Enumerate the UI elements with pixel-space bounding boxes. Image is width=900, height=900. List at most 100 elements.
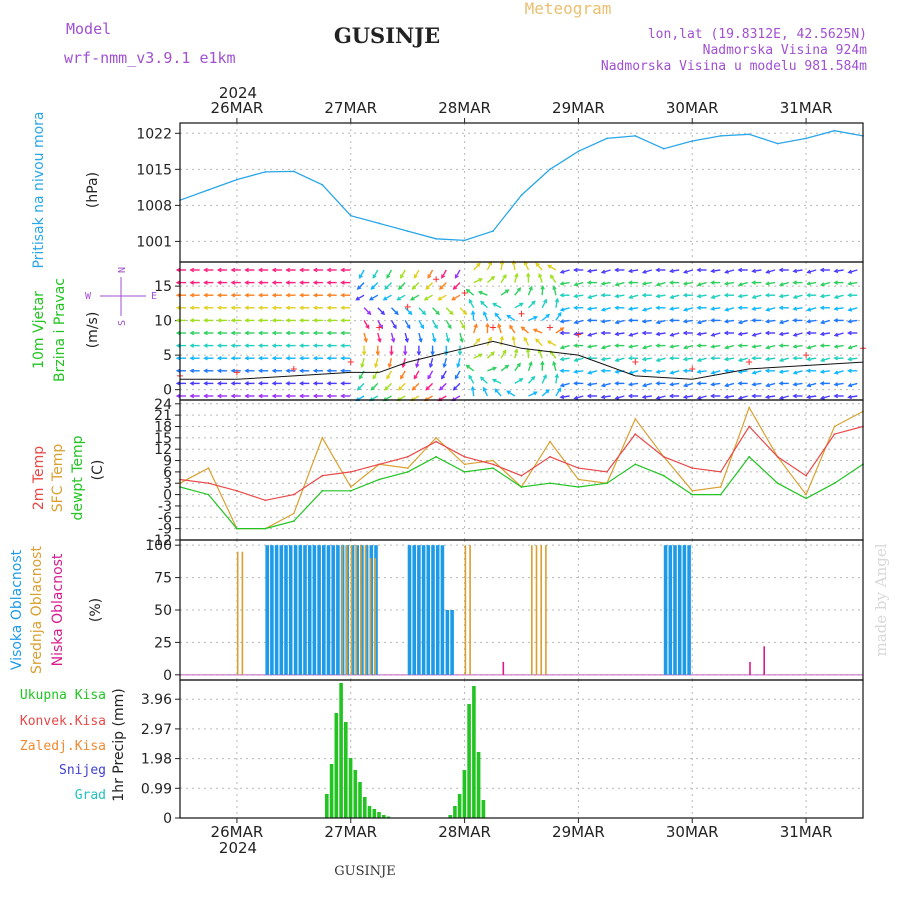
wind-arrow (431, 332, 436, 342)
wind-arrow-head (641, 307, 647, 312)
wind-arrow-head (833, 382, 839, 387)
y-tick-label: 15 (154, 279, 172, 295)
temp-2m-line-point (378, 463, 381, 466)
pressure-line-point (321, 183, 324, 186)
temp-2m-line-point (606, 471, 608, 473)
wind-arrow-head (710, 306, 715, 311)
temp-2m-line-point (549, 455, 551, 458)
y-tick-label: -12 (149, 533, 172, 549)
wind-arrow-head (737, 381, 743, 386)
wind-arrow (555, 298, 559, 308)
wind-arrow (766, 319, 776, 323)
wind-arrow-head (655, 331, 661, 337)
plot-layer: 1001100810151022051015-12-9-6-3036912151… (136, 99, 866, 841)
wind-arrow (697, 370, 707, 373)
temp-2m-line-point (349, 471, 352, 473)
wind-arrow-head (559, 330, 564, 336)
wind-arrow-head (410, 296, 415, 301)
wind-arrow-head (468, 374, 473, 380)
wind-arrow-head (361, 351, 367, 356)
wind-arrow-head (792, 382, 798, 387)
wind-arrow (431, 320, 438, 329)
y-tick-label: 9 (163, 454, 172, 470)
wind-arrow (738, 319, 748, 324)
wind-arrow (656, 319, 666, 324)
wind-arrow (807, 269, 817, 274)
wind-arrow (656, 357, 666, 362)
wind-arrow (793, 294, 803, 299)
wind-arrow-head (847, 269, 853, 274)
wind-arrow-head (669, 294, 675, 299)
wind-arrow (398, 282, 406, 290)
cloud-high-label: Visoka Oblacnost (9, 549, 25, 670)
wind-arrow (779, 332, 789, 335)
wind-arrow-head (737, 357, 743, 362)
wind-arrow-head (189, 343, 195, 348)
precip-bar (348, 758, 353, 818)
wind-arrow (541, 374, 547, 384)
wind-arrow-head (587, 370, 592, 375)
wind-gust-marker (575, 331, 582, 338)
wind-arrow-head (537, 348, 542, 354)
wind-arrow (821, 395, 831, 400)
wind-arrow-head (559, 394, 565, 400)
precip-bar (372, 809, 377, 818)
wind-gust-marker (233, 369, 240, 376)
temp-2m-line-point (634, 433, 637, 435)
wind-arrow-head (724, 382, 729, 388)
precip-bar (481, 800, 486, 818)
cloud-high-bar (312, 545, 317, 675)
wind-arrow-head (655, 282, 661, 287)
wind-arrow-head (614, 331, 620, 337)
wind-arrow-head (696, 331, 702, 337)
wind-arrow (533, 328, 543, 334)
wind-arrow-head (847, 281, 852, 286)
sfc-temp-line-point (406, 467, 409, 469)
wind-arrow (500, 350, 507, 359)
year-label-top: 2024 (219, 84, 257, 102)
wind-arrow-head (244, 368, 249, 374)
wind-arrow (355, 294, 365, 301)
wind-arrow-head (175, 343, 181, 348)
cloud-high-bar (412, 545, 416, 675)
cloud-mid-bar (341, 545, 343, 675)
wind-arrow-head (600, 394, 606, 400)
wind-arrow (587, 382, 598, 386)
wind-arrow-head (494, 312, 499, 317)
wind-arrow (683, 357, 694, 361)
wind-arrow-head (710, 332, 716, 337)
wind-arrow-head (271, 267, 277, 273)
wind-arrow (483, 311, 489, 321)
wind-arrow (684, 382, 694, 387)
wind-arrow (388, 358, 393, 368)
wind-arrow-head (819, 319, 825, 325)
wind-arrow (390, 320, 397, 329)
dewpoint-line-point (236, 527, 238, 530)
wind-arrow-head (203, 305, 208, 311)
wind-arrow-head (710, 382, 715, 387)
wind-arrow (386, 370, 393, 379)
coordinates-label: lon,lat (19.8312E, 42.5625N) (648, 27, 867, 42)
wind-arrow (807, 344, 817, 349)
wind-arrow-head (216, 368, 222, 374)
cloud-high-bar (355, 545, 359, 675)
wind-arrow-head (778, 282, 784, 287)
wind-arrow (384, 382, 392, 391)
wind-arrow-head (586, 318, 592, 323)
date-label-top: 26MAR (211, 99, 264, 117)
wind-arrow (443, 358, 447, 368)
cloud-high-bar (326, 545, 331, 675)
wind-arrow-head (203, 267, 208, 273)
wind-arrow-head (452, 386, 458, 391)
sfc-temp-line-point (719, 486, 722, 488)
wind-arrow (574, 294, 584, 298)
temp-2m-line-point (406, 455, 409, 458)
wind-arrow-head (285, 280, 290, 285)
pressure-line-point (606, 137, 608, 140)
wind-arrow (834, 294, 844, 299)
wind-arrow-head (696, 282, 702, 287)
wind-arrow (471, 387, 475, 397)
date-label-bottom: 26MAR (211, 823, 264, 841)
wind-arrow (834, 382, 844, 386)
wind-arrow-head (360, 363, 365, 369)
